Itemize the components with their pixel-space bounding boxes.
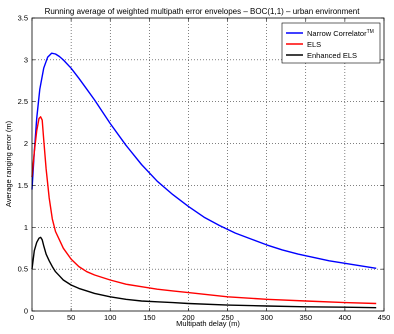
y-tick-label: 2.5	[18, 97, 28, 106]
x-axis-label: Multipath delay (m)	[176, 319, 240, 328]
legend-label-enhanced-els: Enhanced ELS	[307, 51, 357, 60]
legend-box	[281, 22, 381, 64]
series-line-narrow-correlator	[31, 52, 377, 269]
axis-ticks: 0 50 100 150 200 250 300 350 400 450 0 0.5 1 1.5 2 2.5 3…	[18, 14, 391, 323]
legend-label-els: ELS	[307, 40, 321, 49]
y-tick-label: 3	[24, 55, 28, 64]
y-tick-label: 1	[24, 223, 28, 232]
grid	[32, 18, 384, 311]
series-line-enhanced-els	[31, 236, 377, 309]
x-tick-label: 150	[143, 313, 156, 322]
x-tick-label: 100	[104, 313, 117, 322]
series-line-els	[31, 116, 377, 305]
x-tick-label: 350	[300, 313, 313, 322]
x-tick-label: 0	[30, 313, 34, 322]
plot-frame	[31, 17, 385, 312]
y-tick-label: 0.5	[18, 265, 28, 274]
x-tick-label: 250	[221, 313, 234, 322]
y-axis-label: Average ranging error (m)	[4, 120, 13, 207]
y-tick-label: 1.5	[18, 181, 28, 190]
x-tick-label: 50	[67, 313, 75, 322]
x-tick-label: 300	[260, 313, 273, 322]
y-tick-label: 0	[24, 307, 28, 316]
legend: Narrow CorrelatorTM ELS Enhanced ELS	[281, 22, 381, 64]
x-tick-label: 450	[378, 313, 391, 322]
y-tick-label: 3.5	[18, 14, 28, 23]
x-tick-label: 400	[339, 313, 352, 322]
y-tick-label: 2	[24, 139, 28, 148]
series-lines	[31, 52, 377, 309]
legend-label-narrow-correlator: Narrow CorrelatorTM	[307, 29, 374, 38]
legend-trademark-superscript: TM	[367, 29, 374, 35]
chart-title: Running average of weighted multipath er…	[45, 7, 361, 16]
x-tick-label: 200	[182, 313, 195, 322]
